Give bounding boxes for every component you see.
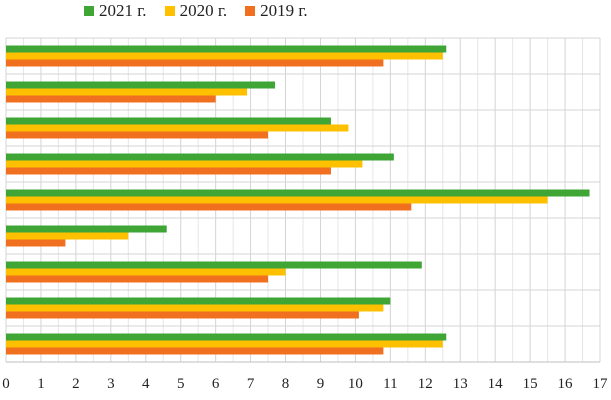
x-tick-label: 0 — [2, 376, 10, 392]
legend-item-2020: 2020 г. — [164, 1, 228, 21]
bar-3-2020 — [6, 124, 349, 132]
legend-label-2020: 2020 г. — [179, 1, 228, 20]
x-tick-label: 12 — [418, 376, 433, 392]
bar-3-2021 — [6, 117, 331, 125]
bar-7-2020 — [6, 268, 286, 276]
bar-2-2021 — [6, 81, 276, 89]
x-axis: 0 1 2 3 4 5 6 7 8 9 10 11 12 13 14 15 16 17 — [2, 361, 609, 392]
legend-label-2021: 2021 г. — [99, 1, 147, 20]
x-tick-label: 17 — [593, 376, 609, 392]
bar-2-2020 — [6, 88, 248, 96]
bar-4-2019 — [6, 167, 331, 175]
x-tick-label: 15 — [523, 376, 538, 392]
bar-3-2019 — [6, 131, 269, 139]
bar-9-2020 — [6, 340, 443, 348]
x-tick-label: 4 — [142, 376, 150, 392]
bar-1-2021 — [6, 45, 447, 53]
bar-7-2021 — [6, 261, 422, 269]
bar-8-2021 — [6, 297, 391, 305]
bar-6-2019 — [6, 239, 66, 247]
bar-9-2021 — [6, 333, 447, 341]
bar-8-2019 — [6, 311, 359, 319]
legend: 2021 г. 2020 г. 2019 г. — [84, 0, 308, 22]
bar-7-2019 — [6, 275, 269, 283]
legend-item-2019: 2019 г. — [245, 1, 308, 21]
x-tick-label: 13 — [453, 376, 468, 392]
bar-1-2020 — [6, 52, 443, 60]
x-tick-label: 16 — [558, 376, 574, 392]
x-tick-label: 1 — [37, 376, 45, 392]
x-tick-label: 7 — [247, 376, 255, 392]
x-tick-label: 2 — [72, 376, 80, 392]
x-tick-label: 10 — [348, 376, 363, 392]
bar-1-2019 — [6, 59, 384, 67]
legend-swatch-2020 — [164, 6, 175, 16]
legend-label-2019: 2019 г. — [260, 1, 308, 20]
bar-5-2019 — [6, 203, 412, 211]
bar-6-2021 — [6, 225, 167, 233]
bar-6-2020 — [6, 232, 129, 240]
bar-9-2019 — [6, 347, 384, 355]
x-tick-label: 14 — [488, 376, 504, 392]
legend-item-2021: 2021 г. — [84, 1, 147, 21]
x-tick-label: 5 — [177, 376, 185, 392]
x-tick-label: 6 — [212, 376, 220, 392]
x-tick-label: 9 — [317, 376, 325, 392]
bar-4-2020 — [6, 160, 363, 168]
x-tick-label: 3 — [107, 376, 115, 392]
bar-8-2020 — [6, 304, 384, 312]
legend-swatch-2019 — [245, 6, 256, 16]
bar-5-2021 — [6, 189, 590, 197]
bar-4-2021 — [6, 153, 394, 161]
x-tick-label: 11 — [383, 376, 397, 392]
legend-swatch-2021 — [84, 6, 94, 16]
bar-2-2019 — [6, 95, 216, 103]
bar-5-2020 — [6, 196, 548, 204]
x-tick-label: 8 — [282, 376, 290, 392]
bars — [6, 45, 590, 355]
